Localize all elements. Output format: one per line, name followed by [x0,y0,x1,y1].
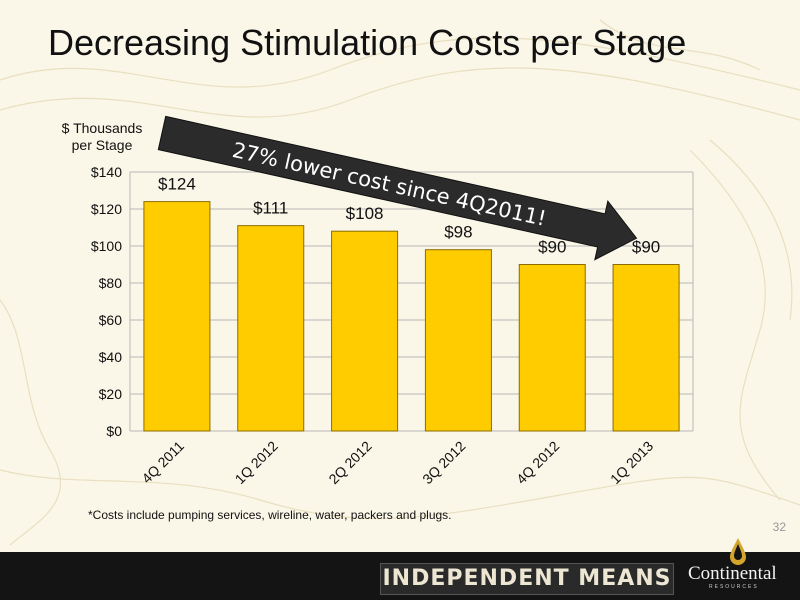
bars [143,201,680,432]
x-tick-labels: 4Q 2011 1Q 2012 2Q 2012 3Q 2012 4Q 2012 1Q 20… [138,438,656,487]
bar-chart: $0$20$40$60$80$100$120$140 $124$111 $108$… [91,115,694,487]
slide-title: Decreasing Stimulation Costs per Stage [48,22,687,63]
y-tick-label: $80 [99,275,123,291]
x-tick-label: 3Q 2012 [419,438,468,487]
y-tick-label: $100 [91,238,122,254]
bar-0 [143,201,211,432]
x-tick-label: 1Q 2013 [607,438,656,487]
bar-3 [424,249,492,432]
tagline-banner: INDEPENDENT MEANS [380,563,674,595]
callout-arrow: 27% lower cost since 4Q2011! [157,115,638,261]
gridlines [129,171,694,432]
y-tick-label: $40 [99,349,123,365]
x-tick-label: 4Q 2012 [513,438,562,487]
company-logo-wordmark: Continental [688,563,777,584]
data-label: $90 [538,238,566,257]
y-tick-label: $0 [106,423,122,439]
y-tick-labels: $0 $20 $40 $60 $80 $100 $120 $140 [91,164,122,439]
topographic-background [0,19,800,546]
y-axis-unit-line-1: $ Thousands [61,120,143,136]
callout-arrow-group: 27% lower cost since 4Q2011! [157,115,638,261]
y-tick-label: $120 [91,201,122,217]
x-tick-label: 1Q 2012 [232,438,281,487]
data-label: $108 [346,204,384,223]
bar-4 [518,264,586,432]
data-label: $111 [253,199,288,218]
x-tick-label: 2Q 2012 [325,438,374,487]
data-label: $124 [158,175,196,194]
footnote: *Costs include pumping services, wirelin… [88,508,452,522]
page-number: 32 [772,520,786,534]
x-tick-label: 4Q 2011 [138,438,187,487]
y-axis-unit-label: $ Thousands per Stage [52,120,152,154]
oil-drop-icon [730,538,746,565]
y-axis-unit-line-2: per Stage [71,137,133,153]
company-logo-subtext: RESOURCES [709,584,759,590]
data-labels: $124 $111 $108 $98 $90 $90 [158,175,660,257]
callout-arrow-shape [157,115,638,261]
data-label: $98 [444,223,472,242]
bar-1 [237,225,305,432]
y-tick-label: $20 [99,386,123,402]
bar-5 [612,264,680,432]
bar-2 [331,230,399,432]
y-tick-label: $60 [99,312,123,328]
y-tick-label: $140 [91,164,122,180]
data-label: $90 [632,238,660,257]
